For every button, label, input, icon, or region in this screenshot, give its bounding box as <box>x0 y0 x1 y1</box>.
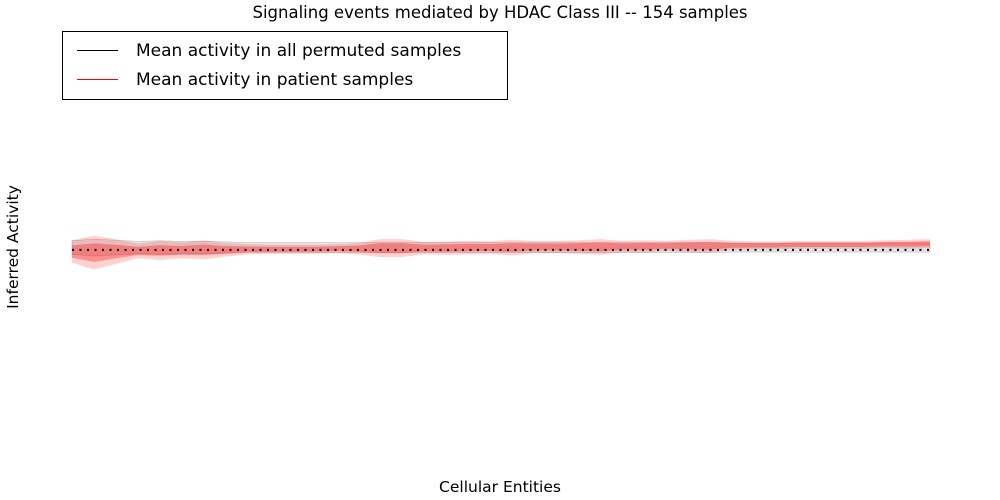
y-axis-label: Inferred Activity <box>4 185 22 309</box>
legend-label-permuted: Mean activity in all permuted samples <box>136 40 462 61</box>
legend-item-permuted: Mean activity in all permuted samples <box>77 36 497 65</box>
chart-title: Signaling events mediated by HDAC Class … <box>252 3 748 22</box>
patient-std-inner-band <box>72 241 930 262</box>
x-axis-label: Cellular Entities <box>439 478 561 496</box>
patient-line-swatch <box>77 79 118 80</box>
patient-std-outer-band <box>72 235 930 270</box>
legend-label-patient: Mean activity in patient samples <box>136 69 414 90</box>
legend-item-patient: Mean activity in patient samples <box>77 65 497 94</box>
permuted-line-swatch <box>77 50 118 51</box>
permuted-std-band <box>71 238 931 257</box>
legend: Mean activity in all permuted samples Me… <box>62 31 508 100</box>
